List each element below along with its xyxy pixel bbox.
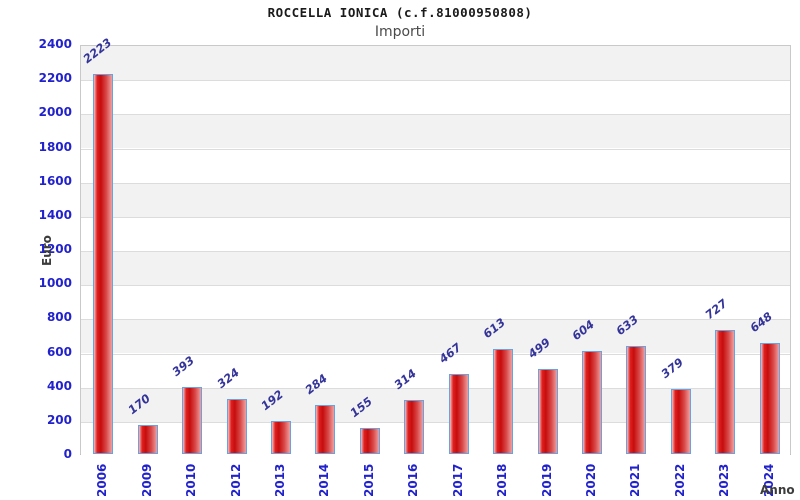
plot-band (81, 46, 790, 81)
y-tick-label: 2400 (38, 37, 72, 51)
gridline (81, 114, 790, 116)
bar-2010 (182, 386, 203, 454)
plot-band (81, 285, 790, 320)
plot-band (81, 353, 790, 388)
x-tick-label: 2018 (495, 463, 510, 497)
x-axis-title: Anno (760, 483, 795, 497)
plot-band (81, 251, 790, 286)
gridline (81, 387, 790, 389)
bar-2021 (626, 345, 647, 454)
y-tick-label: 1600 (38, 173, 72, 188)
plot-area (80, 45, 791, 456)
bar-2019 (537, 368, 558, 454)
x-tick-label: 2022 (672, 463, 687, 497)
bar-2013 (270, 421, 291, 454)
x-tick-label: 2021 (628, 463, 643, 497)
x-tick-label: 2013 (272, 463, 287, 497)
bar-2006 (93, 74, 114, 454)
gridline (81, 285, 790, 287)
y-tick-label: 0 (63, 447, 72, 461)
chart-subtitle: Importi (374, 24, 426, 40)
bar-2015 (359, 427, 380, 454)
bar-2023 (715, 329, 736, 454)
y-axis-title: Euro (40, 235, 54, 266)
y-tick-label: 600 (46, 344, 72, 359)
y-tick-label: 1800 (38, 139, 72, 154)
gridline (81, 80, 790, 82)
bar-2020 (582, 350, 603, 454)
plot-band (81, 148, 790, 183)
x-tick-label: 2017 (450, 463, 465, 497)
y-tick-label: 1400 (38, 207, 72, 222)
plot-band (81, 114, 790, 149)
x-tick-label: 2014 (317, 463, 332, 497)
gridline (81, 148, 790, 150)
x-tick-label: 2020 (584, 463, 599, 497)
x-tick-label: 2010 (184, 463, 199, 497)
y-tick-label: 1000 (38, 276, 72, 291)
x-tick-label: 2009 (139, 463, 154, 497)
y-tick-label: 1200 (38, 242, 72, 256)
x-tick-label: 2015 (361, 463, 376, 497)
bar-2009 (137, 424, 158, 454)
plot-band (81, 182, 790, 217)
plot-band (81, 216, 790, 251)
gridline (81, 319, 790, 321)
x-tick-label: 2016 (406, 463, 421, 497)
bar-2022 (670, 389, 691, 454)
x-tick-label: 2012 (228, 463, 243, 497)
y-tick-label: 2000 (38, 105, 72, 120)
gridline (81, 353, 790, 355)
y-tick-label: 2200 (38, 71, 72, 86)
bar-2018 (493, 349, 514, 454)
bar-2017 (448, 374, 469, 454)
bar-2024 (759, 343, 780, 454)
x-tick-label: 2023 (717, 463, 732, 497)
gridline (81, 216, 790, 218)
plot-band (81, 80, 790, 115)
gridline (81, 182, 790, 184)
gridline (81, 421, 790, 423)
gridline (81, 251, 790, 252)
plot-band (81, 319, 790, 354)
x-tick-label: 2019 (539, 463, 554, 497)
bar-2014 (315, 405, 336, 454)
y-tick-label: 800 (46, 310, 72, 325)
y-tick-label: 400 (46, 378, 72, 393)
bar-2016 (404, 400, 425, 454)
chart-title: ROCCELLA IONICA (c.f.81000950808) (267, 5, 533, 20)
x-tick-label: 2006 (95, 463, 110, 497)
bar-2012 (226, 398, 247, 454)
y-tick-label: 200 (46, 412, 72, 427)
